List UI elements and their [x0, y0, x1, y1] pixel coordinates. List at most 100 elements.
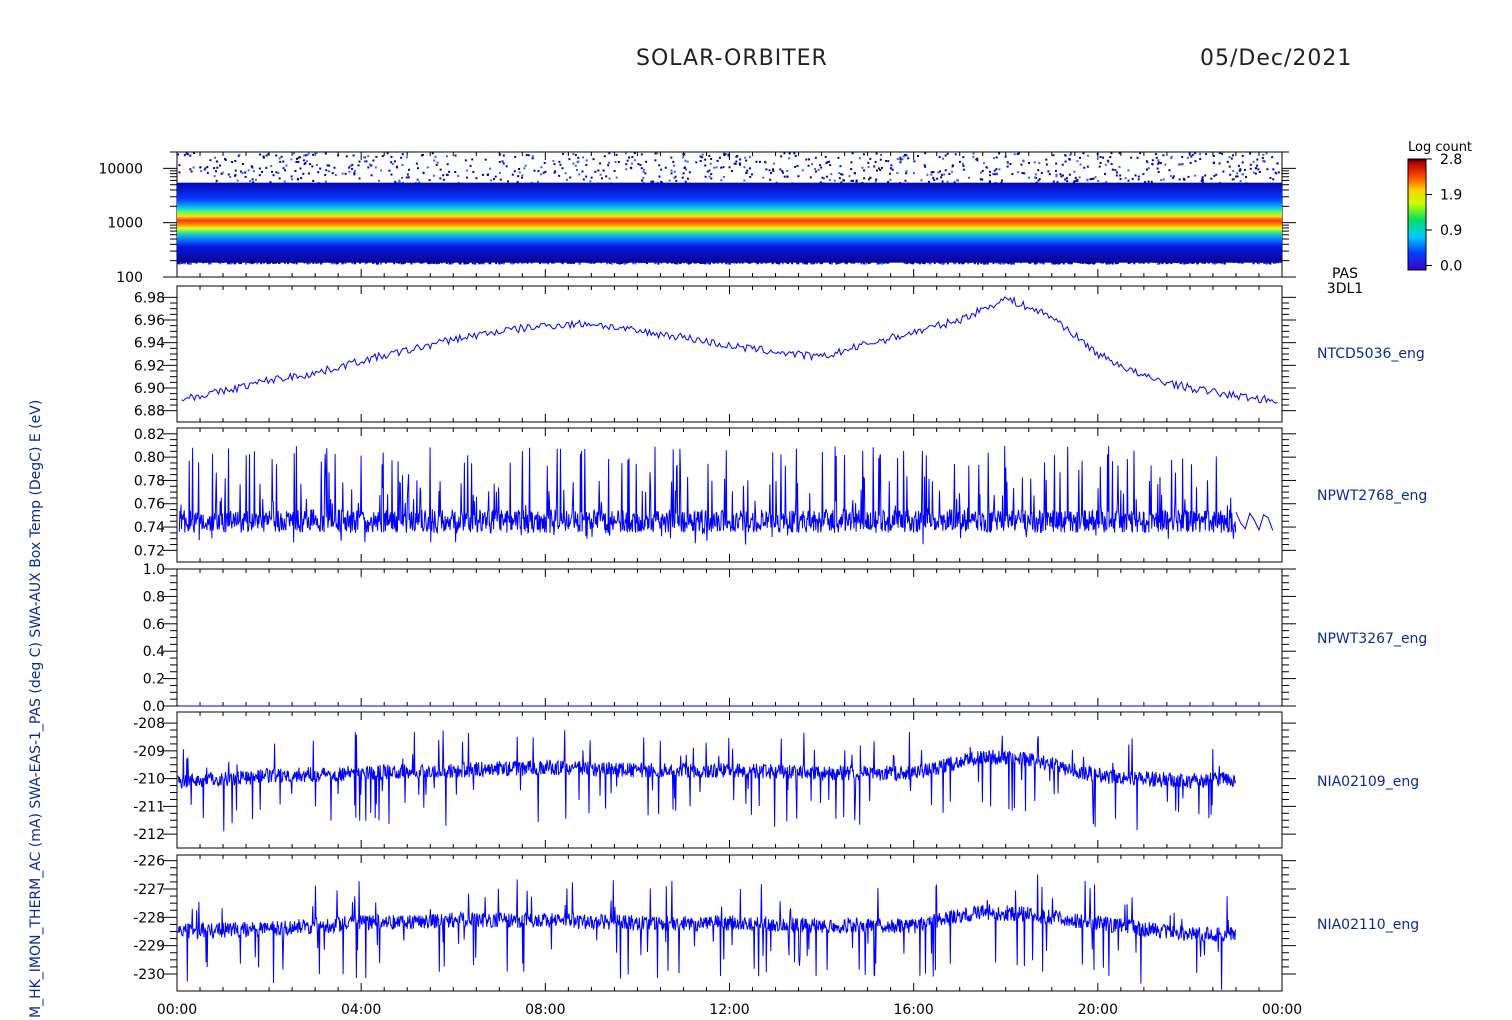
- spectrogram-pixel: [459, 262, 462, 265]
- spectrogram-pixel: [701, 153, 704, 156]
- spectrogram-pixel: [841, 173, 844, 176]
- y-tick-label: 0.2: [143, 672, 165, 688]
- spectrogram-pixel: [1256, 158, 1259, 161]
- spectrogram-pixel: [1241, 161, 1244, 164]
- spectrogram-pixel: [723, 152, 726, 155]
- spectrogram-pixel: [233, 262, 236, 265]
- spectrogram-pixel: [851, 152, 854, 155]
- spectrogram-pixel: [1249, 163, 1252, 166]
- spectrogram-pixel: [940, 173, 943, 176]
- spectrogram-pixel: [227, 173, 230, 176]
- spectrogram-pixel: [992, 172, 995, 175]
- panel-label-pas: PAS: [1332, 266, 1358, 282]
- spectrogram-pixel: [880, 154, 883, 157]
- spectrogram-pixel: [912, 262, 915, 265]
- spectrogram-pixel: [422, 172, 425, 175]
- spectrogram-pixel: [220, 172, 223, 175]
- spectrogram-pixel: [1115, 174, 1118, 177]
- spectrogram-pixel: [786, 175, 789, 178]
- spectrogram-pixel: [589, 180, 592, 183]
- spectrogram-pixel: [530, 261, 533, 264]
- spectrogram-pixel: [673, 262, 676, 265]
- x-tick-label: 00:00: [157, 1002, 197, 1018]
- spectrogram-pixel: [771, 168, 774, 171]
- spectrogram-pixel: [1178, 178, 1181, 181]
- spectrogram-pixel: [590, 176, 593, 179]
- spectrogram-pixel: [457, 174, 460, 177]
- spectrogram-pixel: [1033, 161, 1036, 164]
- spectrogram-pixel: [324, 152, 327, 155]
- spectrogram-pixel: [1243, 168, 1246, 171]
- spectrogram-pixel: [1104, 172, 1107, 175]
- spectrogram-pixel: [807, 164, 810, 167]
- spectrogram-pixel: [1201, 179, 1204, 182]
- spectrogram-pixel: [743, 179, 746, 182]
- spectrogram-pixel: [944, 154, 947, 157]
- spectrogram-pixel: [786, 169, 789, 172]
- spectrogram-pixel: [1045, 158, 1048, 161]
- spectrogram-pixel: [906, 262, 909, 265]
- spectrogram-pixel: [283, 180, 286, 183]
- spectrogram-pixel: [1073, 170, 1076, 173]
- spectrogram-pixel: [524, 164, 527, 167]
- spectrogram-pixel: [1034, 173, 1037, 176]
- spectrogram-pixel: [652, 180, 655, 183]
- spectrogram-pixel: [1055, 162, 1058, 165]
- spectrogram-pixel: [886, 261, 889, 264]
- spectrogram-pixel: [344, 262, 347, 265]
- series-line-npwt2768: [178, 445, 1237, 545]
- spectrogram-pixel: [616, 262, 619, 265]
- spectrogram-pixel: [1091, 262, 1094, 265]
- spectrogram-pixel: [1177, 163, 1180, 166]
- y-tick-label: 0.4: [143, 644, 165, 660]
- spectrogram-pixel: [899, 161, 902, 164]
- spectrogram-pixel: [1257, 262, 1260, 265]
- colorbar-tick-label: 0.0: [1440, 259, 1462, 275]
- spectrogram-pixel: [755, 160, 758, 163]
- spectrogram-pixel: [640, 167, 643, 170]
- spectrogram-pixel: [351, 167, 354, 170]
- spectrogram-pixel: [661, 181, 664, 184]
- spectrogram-pixel: [190, 170, 193, 173]
- spectrogram-pixel: [808, 158, 811, 161]
- spectrogram-pixel: [618, 262, 621, 265]
- spectrogram-pixel: [189, 154, 192, 157]
- y-tick-label: 6.94: [134, 336, 165, 352]
- spectrogram-pixel: [536, 180, 539, 183]
- spectrogram-pixel: [502, 154, 505, 157]
- spectrogram-pixel: [716, 159, 719, 162]
- spectrogram-pixel: [1064, 154, 1067, 157]
- y-tick-label: -227: [133, 882, 165, 898]
- spectrogram-pixel: [576, 161, 579, 164]
- spectrogram-pixel: [938, 170, 941, 173]
- spectrogram-pixel: [296, 177, 299, 180]
- spectrogram-pixel: [876, 169, 879, 172]
- spectrogram-pixel: [782, 171, 785, 174]
- spectrogram-pixel: [772, 162, 775, 165]
- spectrogram-pixel: [922, 262, 925, 265]
- spectrogram-pixel: [305, 160, 308, 163]
- spectrogram-pixel: [465, 176, 468, 179]
- spectrogram-pixel: [645, 160, 648, 163]
- spectrogram-pixel: [562, 152, 565, 155]
- spectrogram-pixel: [1268, 261, 1271, 264]
- spectrogram-pixel: [837, 262, 840, 265]
- spectrogram-pixel: [284, 169, 287, 172]
- spectrogram-pixel: [511, 262, 514, 265]
- spectrogram-pixel: [980, 261, 983, 264]
- spectrogram-pixel: [809, 176, 812, 179]
- spectrogram-pixel: [724, 153, 727, 156]
- spectrogram-pixel: [304, 162, 307, 165]
- spectrogram-pixel: [794, 165, 797, 168]
- spectrogram-pixel: [912, 172, 915, 175]
- spectrogram-pixel: [315, 163, 318, 166]
- spectrogram-pixel: [728, 262, 731, 265]
- spectrogram-pixel: [499, 153, 502, 156]
- spectrogram-pixel: [499, 178, 502, 181]
- spectrogram-pixel: [241, 162, 244, 165]
- spectrogram-pixel: [1136, 156, 1139, 159]
- spectrogram-pixel: [623, 262, 626, 265]
- spectrogram-pixel: [1034, 176, 1037, 179]
- spectrogram-pixel: [746, 169, 749, 172]
- spectrogram-pixel: [608, 177, 611, 180]
